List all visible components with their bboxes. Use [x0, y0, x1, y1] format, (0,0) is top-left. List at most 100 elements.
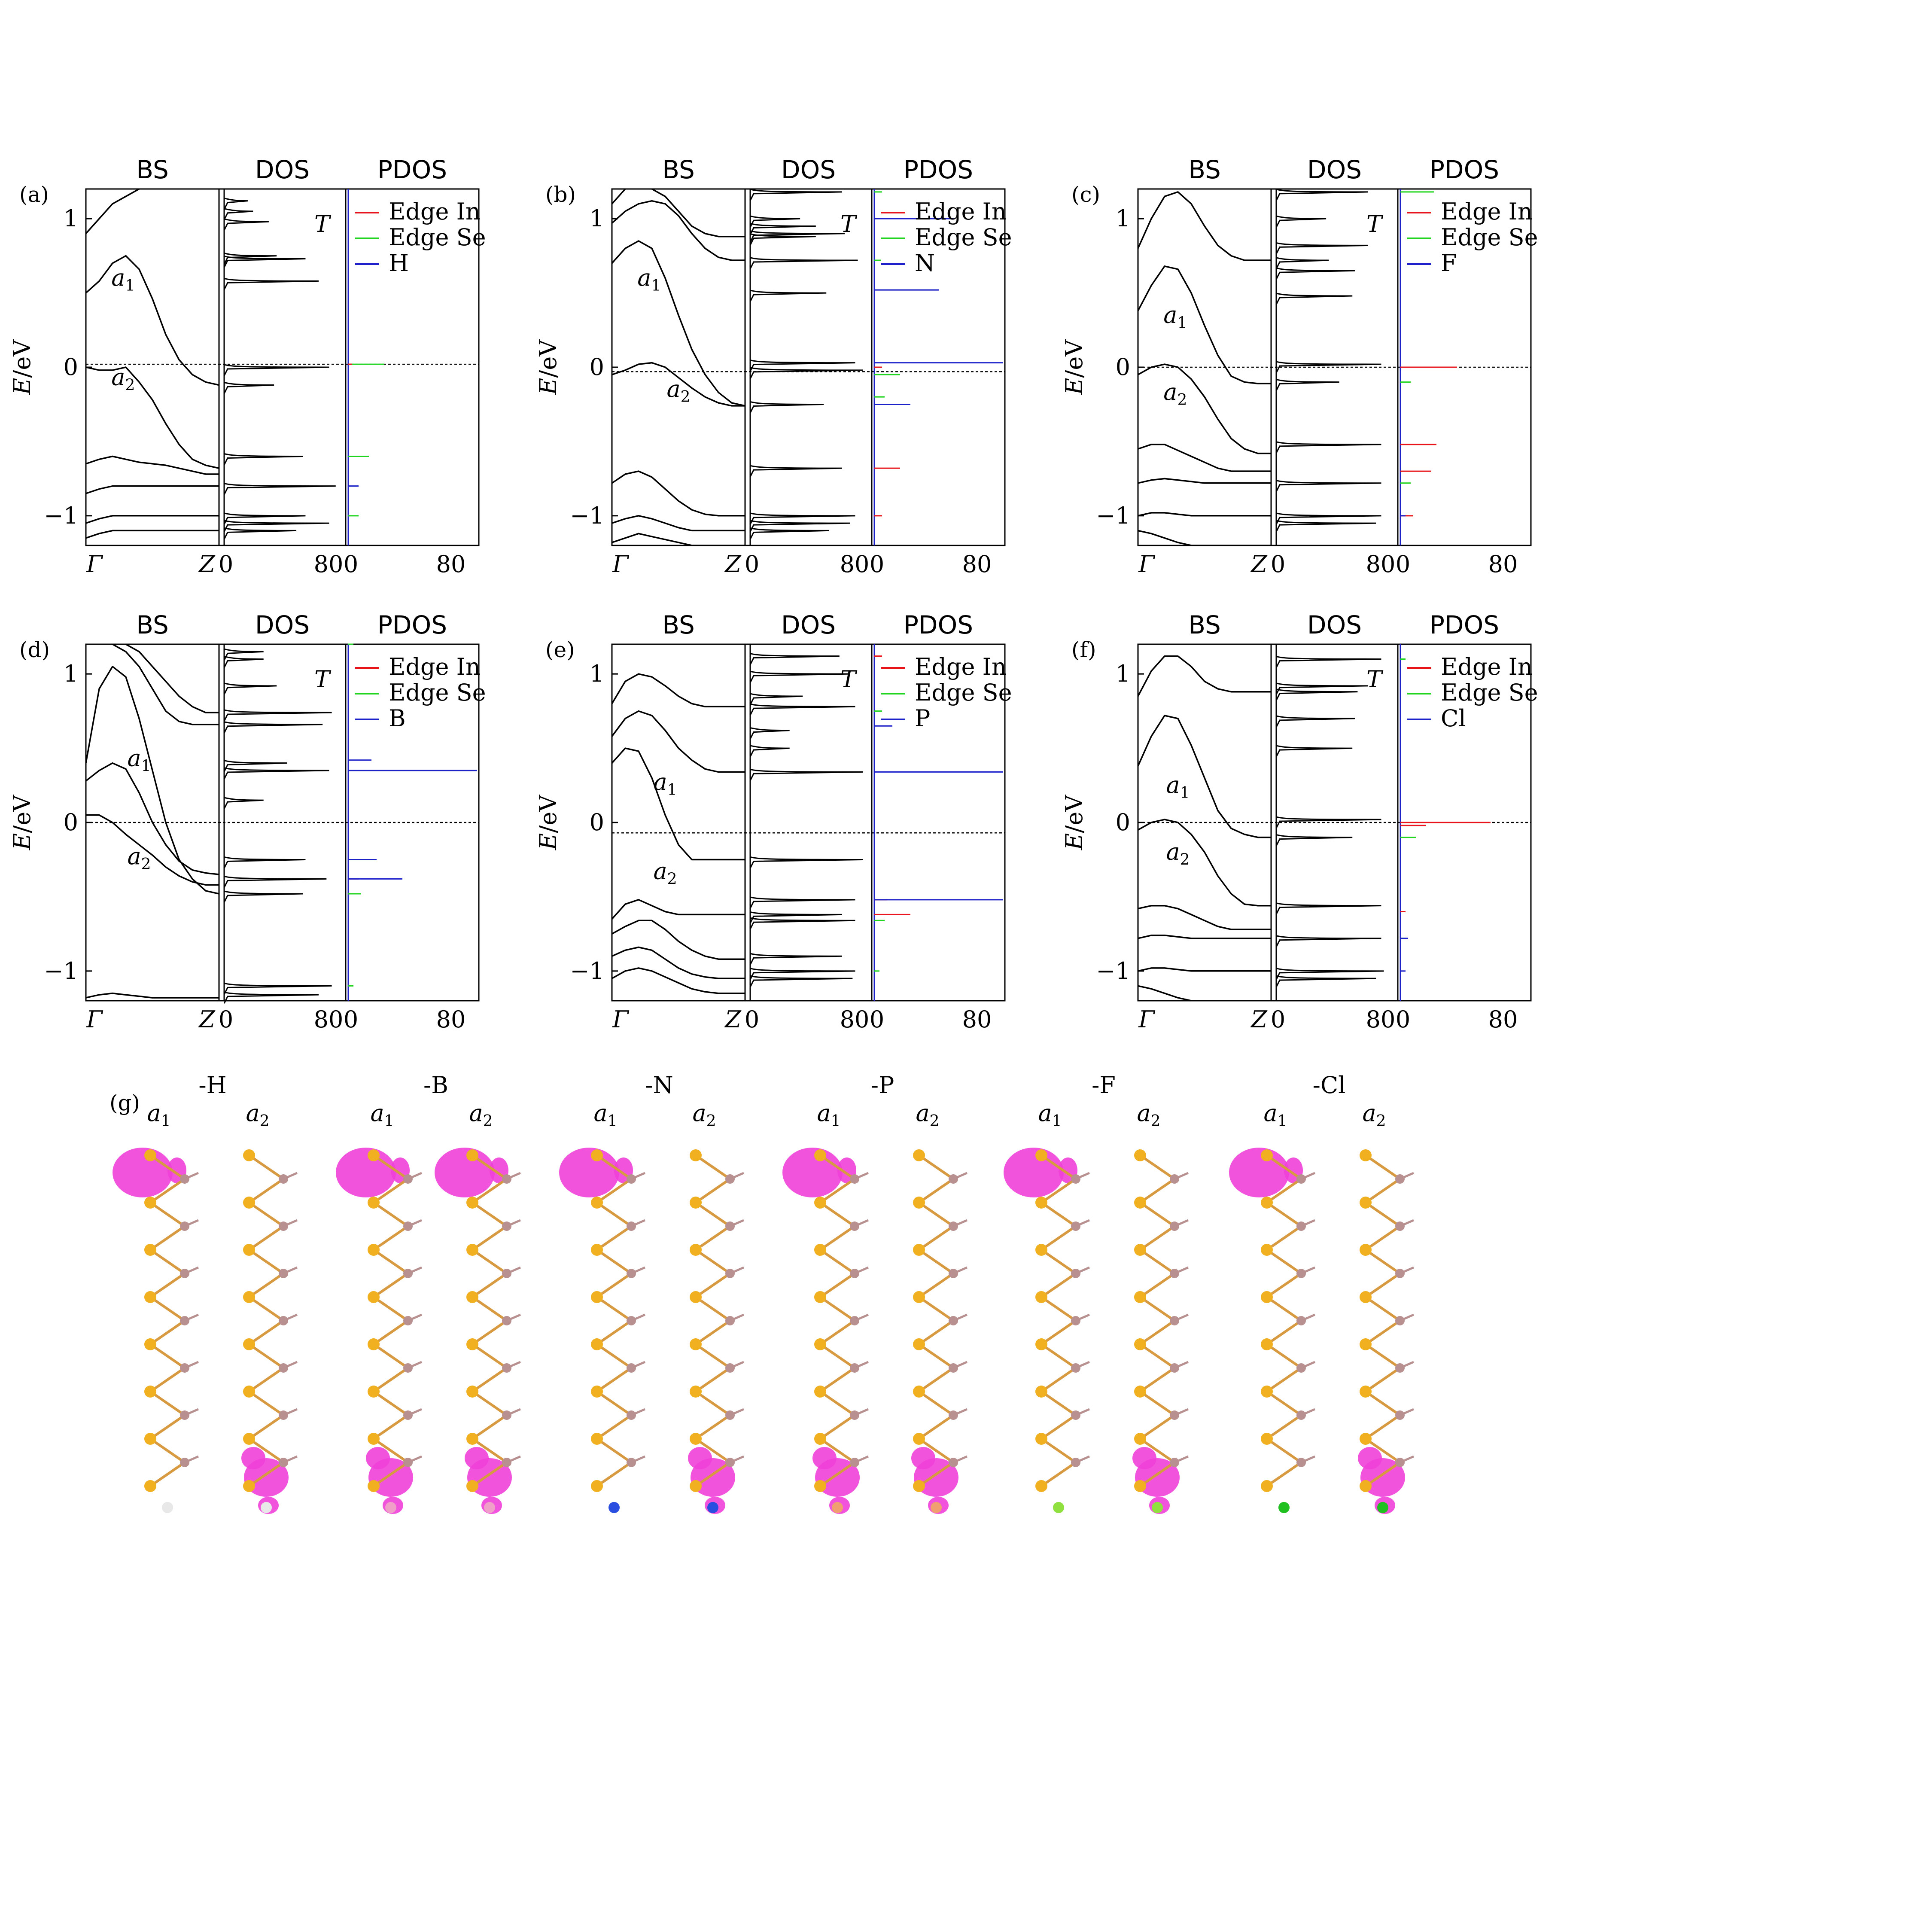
band-line-7: [612, 967, 745, 994]
orbital-lobe-top: [782, 1148, 843, 1197]
se-atom: [690, 1244, 702, 1256]
side-bond: [1300, 1313, 1316, 1322]
dos-peak-13: [223, 991, 319, 1004]
state-label-main: a: [370, 1100, 384, 1127]
dos-peak-1: [749, 653, 840, 665]
legend-label-3: F: [1441, 250, 1457, 277]
y-tick-label: −1: [570, 502, 604, 529]
se-atom: [591, 1433, 603, 1445]
dos-peak-11: [749, 465, 842, 477]
adsorbate-label: -P: [871, 1072, 895, 1099]
state-label-a2: a2: [469, 1100, 493, 1130]
dos-peak-1: [1275, 189, 1368, 201]
band-label-sub: 2: [125, 377, 135, 394]
band-label-main: a: [111, 264, 125, 291]
side-bond: [630, 1172, 646, 1180]
se-atom: [368, 1291, 380, 1303]
dos-peak-7: [1275, 834, 1353, 847]
se-atom: [1261, 1197, 1273, 1209]
y-tick-label: −1: [1096, 502, 1130, 529]
dos-peak-9: [749, 896, 855, 909]
se-atom: [466, 1244, 478, 1256]
panel-label: (d): [19, 637, 50, 662]
dos-peak-3: [749, 693, 803, 705]
pdos-spikes: [347, 189, 384, 545]
band-label-main: a: [1166, 838, 1180, 865]
band-line-6: [1138, 512, 1271, 517]
atomic-chain: [1229, 1148, 1316, 1513]
legend-label-1: Edge In: [1441, 653, 1533, 680]
state-label-main: a: [692, 1100, 706, 1127]
se-atom: [814, 1291, 826, 1303]
side-bond: [283, 1408, 298, 1416]
t-label: T: [314, 666, 332, 693]
legend-label-2: Edge Se: [389, 679, 486, 706]
atomic-chain: [1004, 1148, 1090, 1513]
se-atom: [1360, 1197, 1372, 1209]
t-label: T: [840, 210, 858, 238]
side-bond: [184, 1361, 199, 1369]
panel-label: (e): [545, 637, 575, 662]
side-bond: [506, 1219, 521, 1227]
atomic-chain: [435, 1148, 521, 1514]
dos-peak-2: [749, 215, 800, 228]
dos-peak-9: [223, 453, 303, 466]
dos-peak-13: [223, 527, 297, 540]
band-line-7: [1138, 985, 1271, 1001]
se-atom: [814, 1244, 826, 1256]
band-line-5: [1138, 478, 1271, 484]
dos-peak-10: [1275, 968, 1384, 980]
band-line-5: [612, 920, 745, 960]
se-atom: [1261, 1149, 1273, 1161]
se-atom: [591, 1149, 603, 1161]
dos-peak-6: [223, 760, 287, 772]
side-bond: [184, 1172, 199, 1180]
side-bond: [184, 1313, 199, 1322]
adsorbate-atom: [162, 1502, 173, 1513]
se-atom: [1134, 1149, 1146, 1161]
adsorbate-atom: [385, 1502, 396, 1513]
se-atom: [1261, 1433, 1273, 1445]
band-line-4: [86, 455, 219, 475]
band-line-5: [612, 470, 745, 517]
state-label-a2: a2: [246, 1100, 269, 1130]
se-atom: [913, 1338, 925, 1350]
dos-peak-5: [223, 256, 306, 268]
dos-peak-7: [1275, 361, 1381, 373]
header-dos: DOS: [781, 155, 836, 184]
legend-label-2: Edge Se: [1441, 224, 1538, 251]
panel-label: (c): [1071, 182, 1100, 207]
dos-frame: [744, 188, 873, 546]
side-bond: [1300, 1172, 1316, 1180]
y-axis-label-var: E: [535, 833, 562, 850]
x-tick-z: Z: [198, 1006, 216, 1033]
y-axis-label: E/eV: [535, 339, 562, 396]
state-label-a2: a2: [1137, 1100, 1160, 1130]
band-label-main: a: [637, 264, 651, 291]
se-atom: [913, 1197, 925, 1209]
band-line-7: [86, 530, 219, 539]
legend-label-3: N: [915, 250, 935, 277]
band-label-a1: a1: [1166, 771, 1190, 802]
side-bond: [630, 1408, 646, 1416]
y-tick-label: 1: [64, 660, 78, 687]
se-atom: [814, 1480, 826, 1492]
state-label-sub: 2: [483, 1112, 493, 1130]
y-tick-label: 0: [590, 353, 604, 381]
x-tick-z: Z: [1250, 551, 1268, 578]
state-label-a2: a2: [1362, 1100, 1386, 1130]
side-bond: [1174, 1408, 1189, 1416]
band-label-main: a: [1163, 301, 1177, 328]
band-line-6: [612, 515, 745, 532]
se-atom: [144, 1197, 156, 1209]
adsorbate-label: -F: [1092, 1072, 1116, 1099]
se-atom: [1360, 1244, 1372, 1256]
atomic-chain: [911, 1149, 968, 1514]
band-label-sub: 1: [1177, 314, 1187, 332]
se-atom: [913, 1291, 925, 1303]
side-bond: [506, 1172, 521, 1180]
